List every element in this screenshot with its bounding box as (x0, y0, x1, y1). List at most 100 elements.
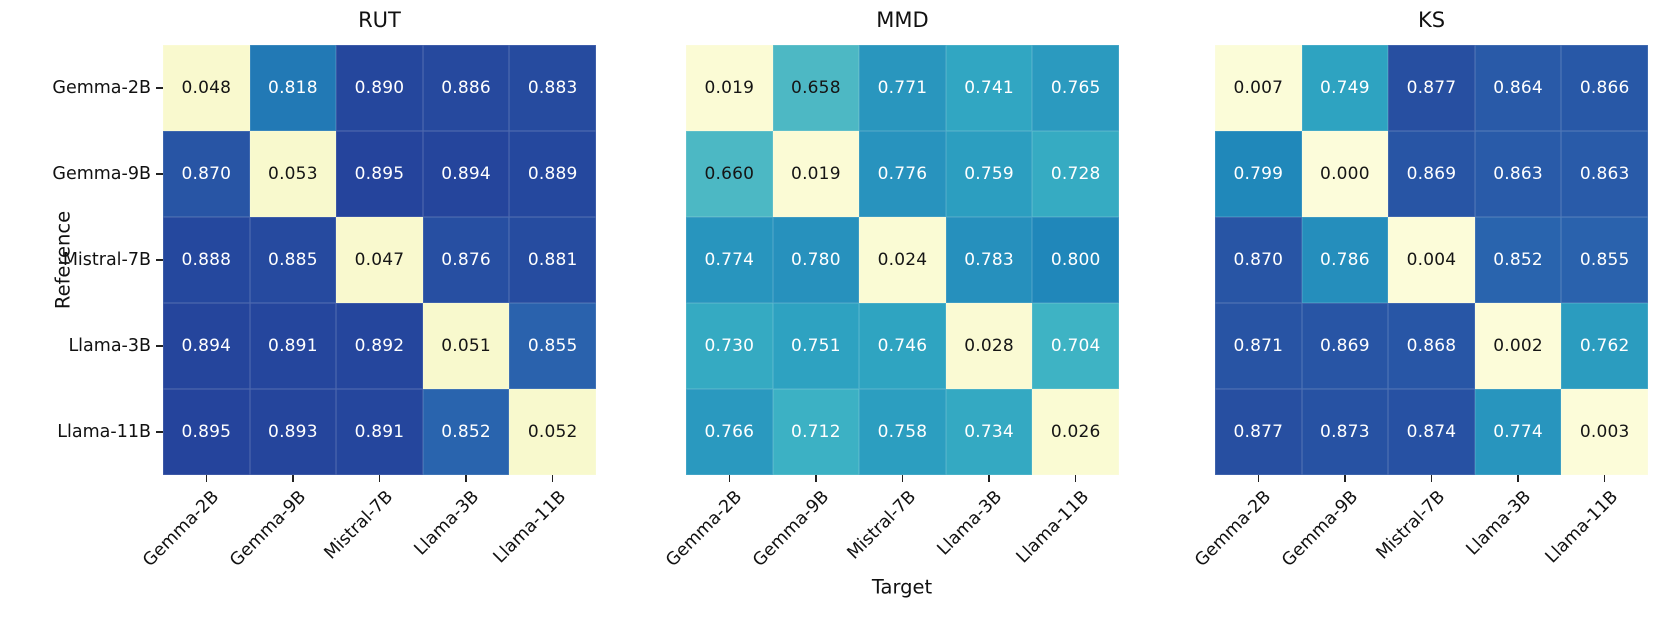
heatmap-cell: 0.762 (1561, 303, 1648, 389)
heatmap-cell: 0.704 (1032, 303, 1119, 389)
heatmap-cell: 0.870 (1215, 217, 1302, 303)
heatmap-cell: 0.881 (509, 217, 596, 303)
x-tick-mark (1517, 475, 1519, 482)
heatmap-cell: 0.765 (1032, 45, 1119, 131)
heatmap-cell: 0.730 (686, 303, 773, 389)
heatmap-cell: 0.883 (509, 45, 596, 131)
heatmap-cell: 0.028 (945, 303, 1033, 389)
heatmap-cell: 0.852 (422, 389, 510, 475)
heatmap-cell: 0.000 (1301, 131, 1389, 217)
x-tick-mark (205, 475, 208, 482)
y-tick-label: Llama-3B (68, 336, 151, 356)
y-tick-mark (156, 87, 163, 89)
heatmap-cell: 0.895 (336, 131, 423, 217)
x-tick-mark (378, 475, 381, 482)
heatmap-cell: 0.053 (249, 131, 337, 217)
heatmap-cell: 0.871 (1215, 303, 1302, 389)
heatmap-cell: 0.895 (163, 389, 250, 475)
y-tick-label: Mistral-7B (62, 250, 151, 270)
y-tick-mark (156, 431, 163, 433)
heatmap-cell: 0.869 (1301, 303, 1389, 389)
heatmap-cell: 0.894 (422, 131, 510, 217)
heatmap-cell: 0.024 (859, 217, 946, 303)
y-tick-mark (156, 259, 163, 261)
y-tick-mark (156, 345, 163, 347)
heatmap-cell: 0.780 (772, 217, 860, 303)
heatmap-cell: 0.863 (1474, 131, 1562, 217)
y-tick-mark (156, 173, 163, 175)
heatmap-cell: 0.658 (772, 45, 860, 131)
heatmap-cell: 0.876 (422, 217, 510, 303)
heatmap-cell: 0.800 (1032, 217, 1119, 303)
x-tick-mark (815, 475, 817, 482)
y-tick-label: Gemma-9B (52, 164, 151, 184)
heatmap-cell: 0.890 (336, 45, 423, 131)
heatmap-cell: 0.869 (1388, 131, 1475, 217)
x-tick-mark (1603, 475, 1606, 482)
heatmap-cell: 0.002 (1474, 303, 1562, 389)
heatmap-cell: 0.004 (1388, 217, 1475, 303)
heatmap-cell: 0.026 (1032, 389, 1119, 475)
heatmap-cell: 0.799 (1215, 131, 1302, 217)
heatmap-cell: 0.891 (336, 389, 423, 475)
heatmap-cell: 0.712 (772, 389, 860, 475)
heatmap-grid-rut: 0.048 0.818 0.890 0.886 0.883 0.870 0.053 0.895… (163, 45, 596, 475)
heatmap-cell: 0.749 (1301, 45, 1389, 131)
heatmap-cell: 0.019 (772, 131, 860, 217)
x-tick-mark (465, 475, 467, 482)
heatmap-cell: 0.855 (509, 303, 596, 389)
heatmap-cell: 0.866 (1561, 45, 1648, 131)
heatmap-cell: 0.758 (859, 389, 946, 475)
heatmap-cell: 0.877 (1388, 45, 1475, 131)
heatmap-cell: 0.888 (163, 217, 250, 303)
heatmap-cell: 0.728 (1032, 131, 1119, 217)
heatmap-cell: 0.759 (945, 131, 1033, 217)
x-axis-label: Target (871, 575, 933, 599)
heatmap-cell: 0.776 (859, 131, 946, 217)
heatmap-cell: 0.868 (1388, 303, 1475, 389)
heatmap-cell: 0.893 (249, 389, 337, 475)
heatmap-cell: 0.766 (686, 389, 773, 475)
heatmap-cell: 0.863 (1561, 131, 1648, 217)
heatmap-grid-mmd: 0.019 0.658 0.771 0.741 0.765 0.660 0.019 0.776… (686, 45, 1119, 475)
heatmap-cell: 0.783 (945, 217, 1033, 303)
heatmap-grid-ks: 0.007 0.749 0.877 0.864 0.866 0.799 0.000 0.869… (1215, 45, 1648, 475)
heatmap-cell: 0.892 (336, 303, 423, 389)
heatmap-cell: 0.877 (1215, 389, 1302, 475)
x-tick-mark (988, 475, 990, 482)
heatmap-cell: 0.734 (945, 389, 1033, 475)
x-tick-mark (292, 475, 294, 482)
heatmap-cell: 0.894 (163, 303, 250, 389)
panel-title-mmd: MMD (876, 8, 929, 32)
heatmap-panel-rut: RUT 0.048 0.818 0.890 0.886 0.883 0.870 0.053 0… (140, 0, 596, 625)
heatmap-cell: 0.818 (249, 45, 337, 131)
heatmap-cell: 0.048 (163, 45, 250, 131)
x-tick-mark (901, 475, 904, 482)
heatmap-cell: 0.741 (945, 45, 1033, 131)
heatmap-cell: 0.786 (1301, 217, 1389, 303)
heatmap-cell: 0.886 (422, 45, 510, 131)
heatmap-cell: 0.889 (509, 131, 596, 217)
heatmap-cell: 0.751 (772, 303, 860, 389)
y-tick-label: Llama-11B (57, 422, 151, 442)
heatmap-cell: 0.774 (1474, 389, 1562, 475)
heatmap-cell: 0.855 (1561, 217, 1648, 303)
heatmap-cell: 0.774 (686, 217, 773, 303)
heatmap-cell: 0.771 (859, 45, 946, 131)
heatmap-panel-ks: KS 0.007 0.749 0.877 0.864 0.866 0.799 0.000 0.… (1192, 0, 1648, 625)
y-tick-label: Gemma-2B (52, 78, 151, 98)
x-tick-mark (1257, 475, 1260, 482)
heatmap-cell: 0.019 (686, 45, 773, 131)
x-tick-mark (1430, 475, 1433, 482)
panel-title-rut: RUT (358, 8, 401, 32)
heatmap-cell: 0.051 (422, 303, 510, 389)
heatmap-cell: 0.052 (509, 389, 596, 475)
heatmap-cell: 0.660 (686, 131, 773, 217)
heatmap-cell: 0.007 (1215, 45, 1302, 131)
x-tick-mark (1074, 475, 1077, 482)
heatmap-panel-mmd: MMD 0.019 0.658 0.771 0.741 0.765 0.660 0.019 0… (663, 0, 1119, 625)
x-tick-mark (1344, 475, 1346, 482)
heatmap-cell: 0.852 (1474, 217, 1562, 303)
panel-title-ks: KS (1417, 8, 1446, 32)
